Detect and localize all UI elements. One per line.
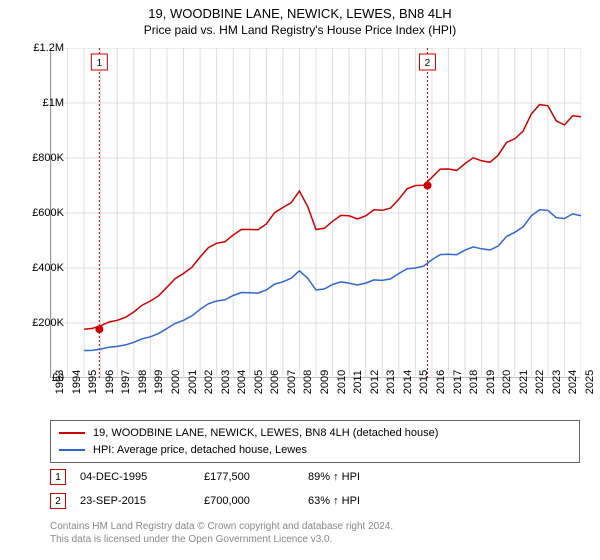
x-tick-label: 2010	[336, 370, 348, 394]
x-tick-label: 2001	[187, 370, 199, 394]
x-tick-label: 1993	[54, 370, 66, 394]
plot-background: 12	[50, 48, 580, 378]
y-tick-label: £1M	[14, 97, 64, 109]
sale-date: 04-DEC-1995	[80, 471, 190, 483]
sale-price: £177,500	[204, 471, 294, 483]
y-tick-label: £400K	[14, 262, 64, 274]
x-tick-label: 2015	[418, 370, 430, 394]
x-tick-label: 1996	[104, 370, 116, 394]
svg-text:1: 1	[97, 58, 103, 69]
legend-box: 19, WOODBINE LANE, NEWICK, LEWES, BN8 4L…	[50, 420, 580, 463]
x-tick-label: 2022	[534, 370, 546, 394]
x-tick-label: 2016	[435, 370, 447, 394]
footnote-line: This data is licensed under the Open Gov…	[50, 533, 393, 546]
x-tick-label: 2012	[369, 370, 381, 394]
x-tick-label: 2002	[203, 370, 215, 394]
page-title: 19, WOODBINE LANE, NEWICK, LEWES, BN8 4L…	[0, 0, 600, 21]
x-tick-label: 2005	[253, 370, 265, 394]
x-tick-label: 2019	[485, 370, 497, 394]
footnote: Contains HM Land Registry data © Crown c…	[50, 520, 393, 546]
sale-price: £700,000	[204, 495, 294, 507]
y-tick-label: £600K	[14, 207, 64, 219]
y-tick-label: £1.2M	[14, 42, 64, 54]
legend-label: HPI: Average price, detached house, Lewe…	[93, 442, 307, 459]
x-tick-label: 2006	[269, 370, 281, 394]
sales-table: 1 04-DEC-1995 £177,500 89% ↑ HPI 2 23-SE…	[50, 465, 580, 513]
x-tick-label: 1997	[120, 370, 132, 394]
legend-item: 19, WOODBINE LANE, NEWICK, LEWES, BN8 4L…	[59, 425, 571, 442]
legend-swatch	[59, 432, 85, 434]
x-tick-label: 1998	[137, 370, 149, 394]
legend-label: 19, WOODBINE LANE, NEWICK, LEWES, BN8 4L…	[93, 425, 438, 442]
x-tick-label: 2025	[584, 370, 596, 394]
table-row: 2 23-SEP-2015 £700,000 63% ↑ HPI	[50, 489, 580, 513]
footnote-line: Contains HM Land Registry data © Crown c…	[50, 520, 393, 533]
x-tick-label: 2018	[468, 370, 480, 394]
x-tick-label: 2011	[352, 370, 364, 394]
x-tick-label: 2023	[551, 370, 563, 394]
chart-svg: 12	[51, 48, 581, 378]
legend-swatch	[59, 449, 85, 451]
sale-marker-icon: 2	[50, 493, 66, 509]
x-tick-label: 2007	[286, 370, 298, 394]
x-tick-label: 1994	[71, 370, 83, 394]
legend-item: HPI: Average price, detached house, Lewe…	[59, 442, 571, 459]
sale-hpi: 63% ↑ HPI	[308, 495, 398, 507]
x-tick-label: 2021	[518, 370, 530, 394]
sale-marker-icon: 1	[50, 469, 66, 485]
x-tick-label: 1999	[153, 370, 165, 394]
svg-text:2: 2	[425, 58, 431, 69]
chart-plot-area: 12	[50, 48, 580, 378]
x-tick-label: 2013	[385, 370, 397, 394]
x-tick-label: 2003	[220, 370, 232, 394]
x-tick-label: 2004	[236, 370, 248, 394]
page-subtitle: Price paid vs. HM Land Registry's House …	[0, 21, 600, 37]
table-row: 1 04-DEC-1995 £177,500 89% ↑ HPI	[50, 465, 580, 489]
sale-hpi: 89% ↑ HPI	[308, 471, 398, 483]
x-tick-label: 2024	[567, 370, 579, 394]
sale-date: 23-SEP-2015	[80, 495, 190, 507]
y-tick-label: £800K	[14, 152, 64, 164]
x-tick-label: 2014	[402, 370, 414, 394]
x-tick-label: 1995	[87, 370, 99, 394]
chart-container: 19, WOODBINE LANE, NEWICK, LEWES, BN8 4L…	[0, 0, 600, 560]
x-tick-label: 2009	[319, 370, 331, 394]
x-tick-label: 2017	[452, 370, 464, 394]
x-tick-label: 2000	[170, 370, 182, 394]
y-tick-label: £200K	[14, 317, 64, 329]
x-tick-label: 2008	[302, 370, 314, 394]
x-tick-label: 2020	[501, 370, 513, 394]
